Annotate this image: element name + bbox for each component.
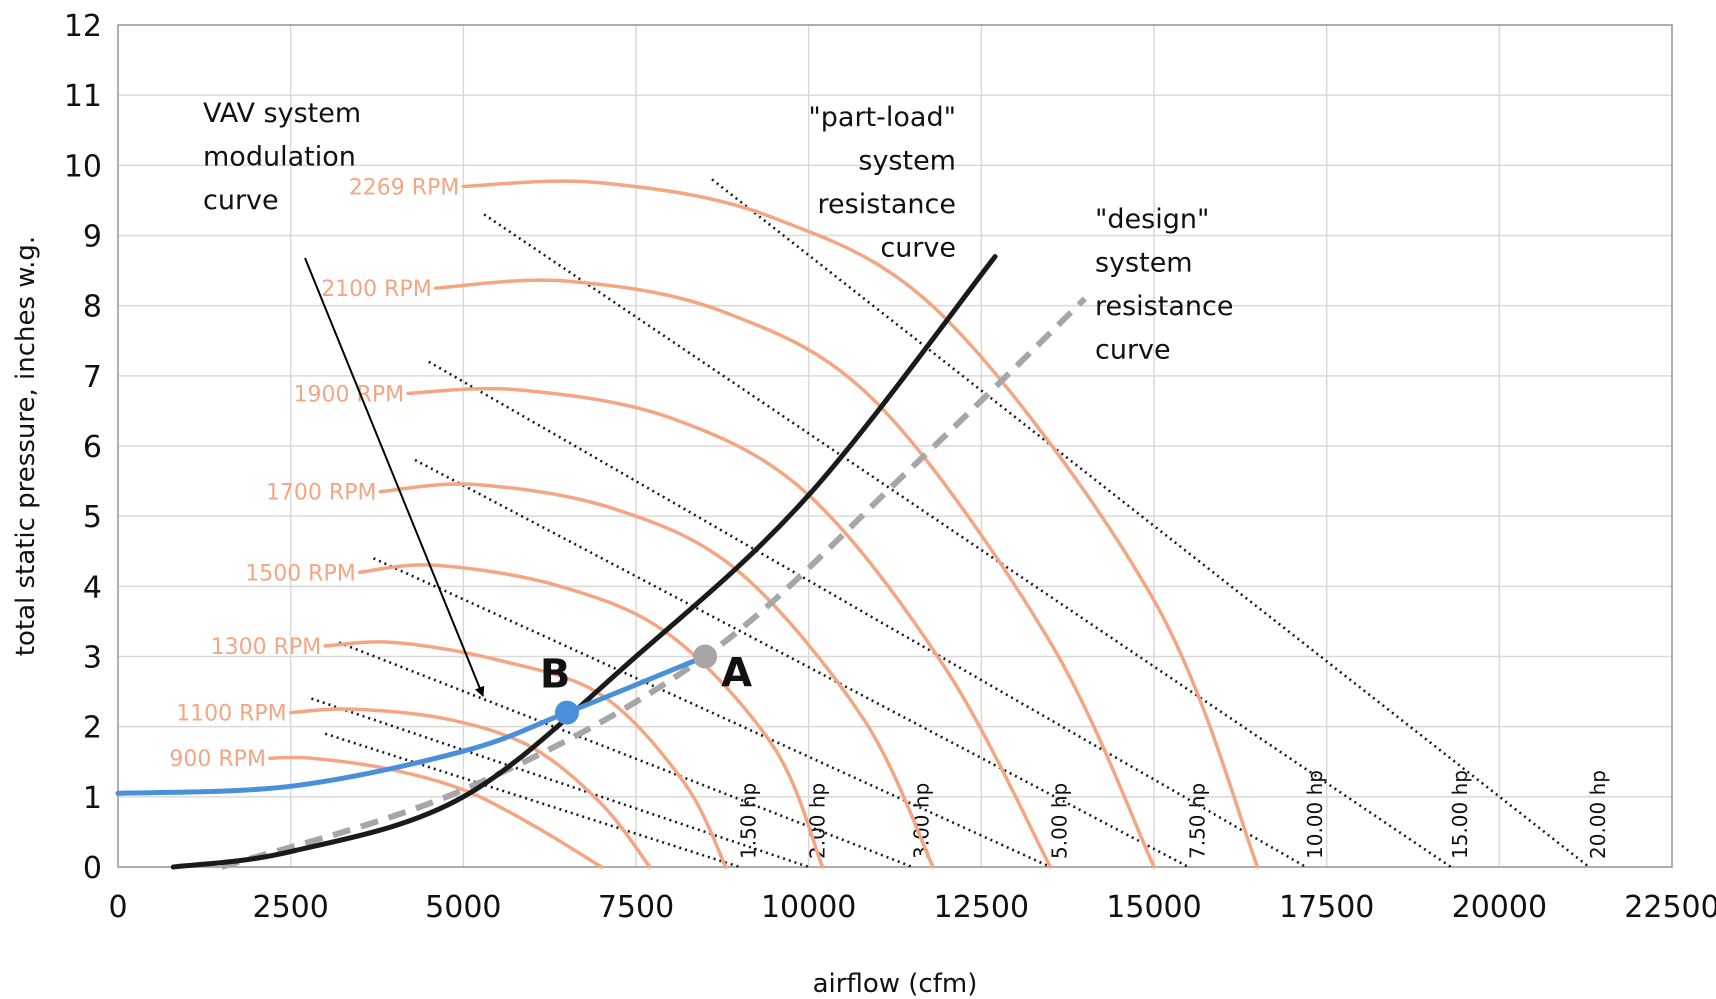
y-tick-label: 6 <box>83 430 102 465</box>
hp-line-label: 10.00 hp <box>1303 770 1327 859</box>
rpm-label: 2269 RPM <box>349 175 460 200</box>
rpm-label: 2100 RPM <box>321 277 432 302</box>
annotation-line: "part-load" <box>808 102 956 133</box>
y-tick-label: 8 <box>83 290 102 325</box>
hp-line <box>428 360 1307 869</box>
operating-points: AB <box>540 644 752 725</box>
annotation-line: VAV system <box>203 98 361 129</box>
y-tick-label: 4 <box>83 570 102 605</box>
x-axis-title: airflow (cfm) <box>813 969 978 999</box>
annotation-line: "design" <box>1095 204 1209 235</box>
vav-modulation-curve <box>115 654 708 796</box>
y-tick-label: 3 <box>83 641 102 676</box>
y-tick-label: 0 <box>83 851 102 886</box>
annotation-line: curve <box>880 233 956 264</box>
x-tick-label: 0 <box>108 890 127 925</box>
annotation-line: system <box>1095 248 1193 279</box>
x-tick-label: 10000 <box>761 890 856 925</box>
annotation-line: system <box>858 146 956 177</box>
annotations: VAV system modulation curve "part-load" syst… <box>203 98 1233 697</box>
hp-line-label: 1.50 hp <box>737 783 761 859</box>
operating-point-a <box>693 644 718 669</box>
annotation-line: resistance <box>818 189 956 220</box>
rpm-label: 1100 RPM <box>176 702 287 727</box>
x-tick-label: 7500 <box>598 890 674 925</box>
hp-line-label: 2.00 hp <box>806 783 830 859</box>
y-tick-label: 1 <box>83 781 102 816</box>
vav-annotation-arrow <box>304 257 485 697</box>
hp-line <box>324 732 740 869</box>
rpm-label: 1700 RPM <box>266 481 377 506</box>
fan-curve <box>288 707 652 869</box>
grid-lines <box>117 24 1673 868</box>
plot-frame <box>117 24 1673 868</box>
x-axis-ticks: 0 2500 5000 7500 10000 12500 15000 17500 20000 22… <box>108 890 1716 925</box>
fan-curve <box>357 563 825 869</box>
y-tick-label: 10 <box>64 149 102 184</box>
y-tick-label: 12 <box>64 9 102 44</box>
hp-line-label: 20.00 hp <box>1586 770 1610 859</box>
x-tick-label: 2500 <box>252 890 328 925</box>
hp-line-label: 5.00 hp <box>1047 783 1071 859</box>
part-load-system-curve <box>170 254 998 870</box>
y-axis-title: total static pressure, inches w.g. <box>11 236 41 656</box>
hp-line-label: 7.50 hp <box>1186 783 1210 859</box>
rpm-label: 1300 RPM <box>211 635 322 660</box>
y-tick-label: 5 <box>83 500 102 535</box>
x-tick-label: 20000 <box>1452 890 1547 925</box>
hp-line <box>711 178 1590 869</box>
annotation-line: modulation <box>203 142 356 173</box>
hp-line <box>483 213 1452 869</box>
point-label: A <box>721 651 752 697</box>
fan-curve <box>323 640 728 869</box>
annotation-line: resistance <box>1095 291 1233 322</box>
fan-curve <box>406 386 1053 869</box>
x-tick-label: 5000 <box>425 890 501 925</box>
rpm-label: 1900 RPM <box>294 382 405 407</box>
fan-curve <box>268 755 604 869</box>
y-tick-label: 9 <box>83 220 102 255</box>
y-tick-label: 2 <box>83 711 102 746</box>
annotation-line: curve <box>1095 335 1171 366</box>
y-tick-label: 7 <box>83 360 102 395</box>
fan-curve <box>461 179 1260 869</box>
hp-line <box>338 641 913 869</box>
hp-line-label: 15.00 hp <box>1448 770 1472 859</box>
rpm-label: 900 RPM <box>169 747 266 772</box>
point-label: B <box>540 652 571 698</box>
fan-curve <box>378 482 935 869</box>
hp-line <box>372 557 1051 869</box>
y-tick-label: 11 <box>64 79 102 114</box>
operating-point-b <box>554 700 579 725</box>
annotation-line: curve <box>203 185 279 216</box>
x-tick-label: 15000 <box>1106 890 1201 925</box>
hp-line <box>414 458 1190 869</box>
x-tick-label: 22500 <box>1624 890 1716 925</box>
x-tick-label: 12500 <box>934 890 1029 925</box>
x-tick-label: 17500 <box>1279 890 1374 925</box>
rpm-label: 1500 RPM <box>245 561 356 586</box>
hp-lines: 1.50 hp 2.00 hp 3.00 hp 5.00 hp 7.50 hp 10.00… <box>310 178 1610 869</box>
fan-curve <box>433 278 1156 869</box>
fan-curves: 2269 RPM 2100 RPM 1900 RPM 1700 RPM 1500 RPM… <box>169 175 1260 869</box>
